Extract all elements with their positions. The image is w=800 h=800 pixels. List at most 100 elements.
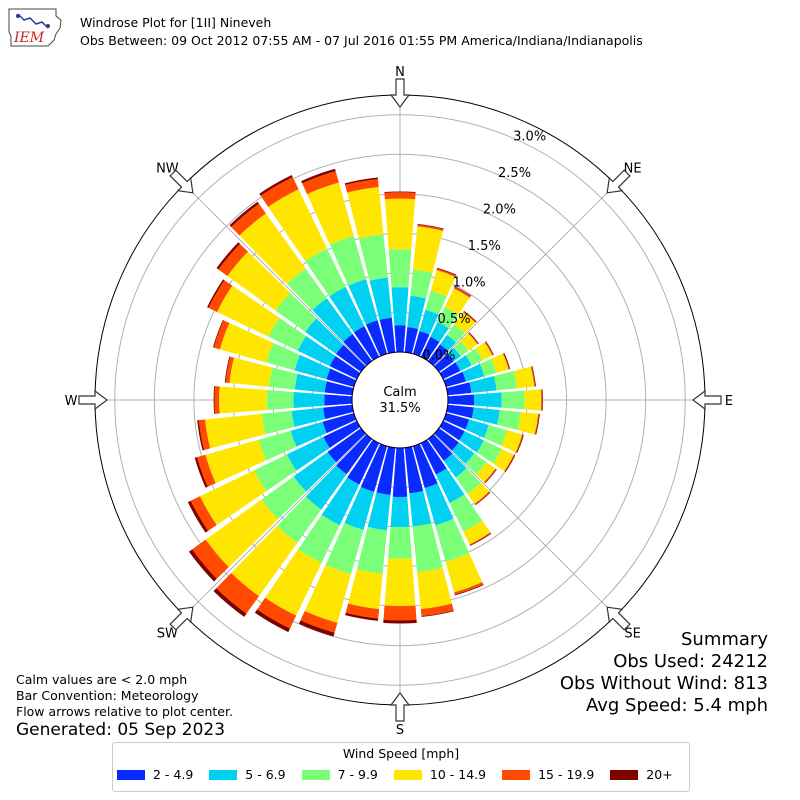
bar-dir-340-bin-3 [307, 182, 354, 245]
bar-dir-70-bin-2 [479, 358, 497, 377]
bar-dir-180-bin-3 [384, 558, 416, 607]
bar-dir-210-bin-1 [321, 477, 360, 526]
bar-dir-90-bin-5 [541, 389, 543, 411]
flow-arrow-shape [389, 692, 411, 722]
bar-dir-250-bin-1 [290, 421, 327, 447]
legend-swatch-5 [610, 769, 639, 780]
bar-dir-140-bin-5 [475, 492, 491, 506]
bar-dir-140-bin-0 [428, 434, 453, 461]
radial-tick-label-2: 1.0% [453, 276, 486, 291]
radial-tick-label-6: 3.0% [513, 129, 546, 144]
bar-dir-60-bin-5 [485, 341, 494, 356]
bar-dir-210-bin-2 [298, 514, 340, 563]
bar-dir-0-bin-2 [388, 249, 412, 288]
bar-dir-350-bin-2 [358, 234, 388, 281]
flow-arrow-shape [389, 78, 411, 108]
bar-dir-30-bin-4 [453, 286, 471, 298]
bar-dir-30-bin-5 [454, 286, 472, 297]
bar-dir-270-bin-5 [213, 386, 215, 414]
bar-dir-320-bin-0 [343, 334, 372, 366]
bar-dir-50-bin-1 [447, 347, 461, 362]
bar-dir-290-bin-0 [326, 368, 357, 388]
legend-swatch-2 [301, 769, 330, 780]
spoke-gridline-3 [433, 433, 617, 617]
legend-swatch-4 [502, 769, 531, 780]
bar-dir-320-bin-1 [312, 298, 353, 342]
bar-dir-130-bin-1 [451, 442, 475, 464]
bar-convention-note: Bar Convention: Meteorology [16, 688, 199, 703]
bar-dir-130-bin-3 [476, 462, 496, 483]
bar-dir-0-bin-5 [384, 191, 416, 193]
legend-item-4: 15 - 19.9 [502, 767, 594, 782]
bar-dir-130-bin-5 [484, 469, 497, 484]
bar-dir-190-bin-5 [345, 612, 379, 621]
bar-dir-120-bin-0 [439, 420, 465, 441]
legend-label-2: 7 - 9.9 [337, 767, 378, 782]
legend-label-3: 10 - 14.9 [429, 767, 487, 782]
bar-dir-280-bin-2 [268, 367, 298, 390]
chart-subtitle: Obs Between: 09 Oct 2012 07:55 AM - 07 J… [80, 33, 643, 48]
bar-dir-240-bin-2 [254, 454, 297, 492]
bar-dir-110-bin-2 [484, 424, 508, 446]
bar-dir-250-bin-2 [258, 430, 297, 461]
flow-arrow-se [606, 606, 631, 631]
bar-dir-210-bin-0 [347, 439, 380, 485]
flow-arrow-sw [169, 606, 194, 631]
legend-swatch-1 [209, 769, 238, 780]
bar-dir-240-bin-5 [187, 500, 209, 533]
bar-dir-340-bin-5 [301, 168, 336, 184]
bar-dir-190-bin-2 [356, 526, 387, 574]
bar-dir-200-bin-3 [304, 564, 352, 623]
bar-dir-190-bin-0 [376, 446, 396, 495]
bar-dir-10-bin-0 [404, 327, 419, 354]
flow-arrow-shape [606, 169, 631, 194]
bar-dir-310-bin-1 [305, 318, 344, 354]
bar-dir-310-bin-3 [227, 251, 291, 311]
bar-dir-330-bin-2 [305, 248, 346, 297]
bar-dir-290-bin-2 [266, 342, 301, 371]
bar-dir-320-bin-4 [231, 203, 266, 236]
bar-dir-220-bin-3 [231, 526, 298, 597]
bar-dir-80-bin-5 [531, 366, 536, 387]
bar-dir-200-bin-4 [300, 610, 338, 633]
bar-dir-50-bin-2 [453, 341, 469, 357]
bar-dir-20-bin-3 [430, 270, 456, 297]
legend-item-1: 5 - 6.9 [209, 767, 286, 782]
bar-dir-150-bin-3 [463, 520, 491, 545]
bar-dir-300-bin-4 [208, 280, 233, 312]
bar-dir-340-bin-2 [329, 235, 367, 286]
compass-label-se: SE [624, 627, 640, 642]
bar-dir-100-bin-3 [517, 412, 539, 435]
bar-dir-190-bin-3 [348, 569, 383, 610]
bar-dir-50-bin-5 [468, 332, 479, 344]
bar-dir-170-bin-3 [417, 567, 452, 610]
generated-date: Generated: 05 Sep 2023 [16, 720, 226, 740]
bar-dir-40-bin-5 [463, 310, 477, 323]
bar-dir-220-bin-1 [305, 465, 347, 510]
bar-dir-310-bin-0 [335, 344, 366, 372]
legend: Wind Speed [mph] 2 - 4.9 5 - 6.9 7 - 9.9 10… [112, 742, 690, 792]
bar-dir-200-bin-1 [344, 486, 375, 530]
flow-arrow-w [78, 389, 108, 411]
bar-dir-130-bin-0 [434, 428, 459, 451]
bar-dir-290-bin-1 [294, 354, 331, 380]
bar-dir-250-bin-3 [205, 439, 267, 484]
bar-dir-210-bin-5 [254, 609, 291, 633]
bar-dir-200-bin-2 [325, 523, 364, 575]
bar-dir-0-bin-3 [384, 198, 416, 250]
bar-dir-60-bin-3 [475, 342, 493, 361]
bar-dir-300-bin-1 [297, 335, 336, 367]
bar-dir-260-bin-0 [323, 404, 354, 420]
bar-dir-270-bin-1 [293, 392, 325, 408]
bar-dir-0-bin-0 [394, 325, 406, 353]
compass-label-sw: SW [157, 627, 178, 642]
bar-dir-320-bin-5 [229, 201, 259, 227]
bar-dir-170-bin-0 [404, 446, 424, 494]
bar-dir-60-bin-1 [455, 355, 472, 371]
bar-dir-190-bin-1 [367, 492, 391, 531]
bar-dir-240-bin-1 [286, 436, 330, 471]
bar-dir-230-bin-0 [327, 428, 366, 463]
bar-dir-110-bin-5 [516, 434, 524, 453]
bar-dir-250-bin-0 [322, 412, 357, 434]
bar-dir-310-bin-4 [218, 243, 248, 277]
